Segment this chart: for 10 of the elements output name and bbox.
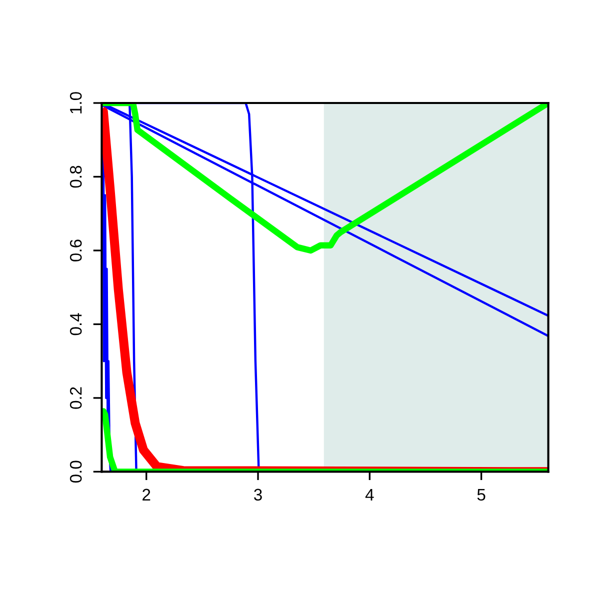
y-tick-label: 0.4: [70, 313, 82, 336]
y-tick-label: 0.2: [70, 387, 82, 409]
y-tick-label: 0.0: [70, 460, 82, 483]
x-tick-label: 4: [365, 488, 374, 500]
x-tick-label: 5: [477, 488, 486, 501]
y-tick-label: 0.8: [70, 166, 82, 188]
x-tick-label: 3: [254, 488, 262, 501]
x-tick-label: 2: [142, 488, 150, 500]
y-tick-label: 1.0: [70, 92, 82, 114]
y-tick-label: 0.6: [70, 240, 82, 262]
